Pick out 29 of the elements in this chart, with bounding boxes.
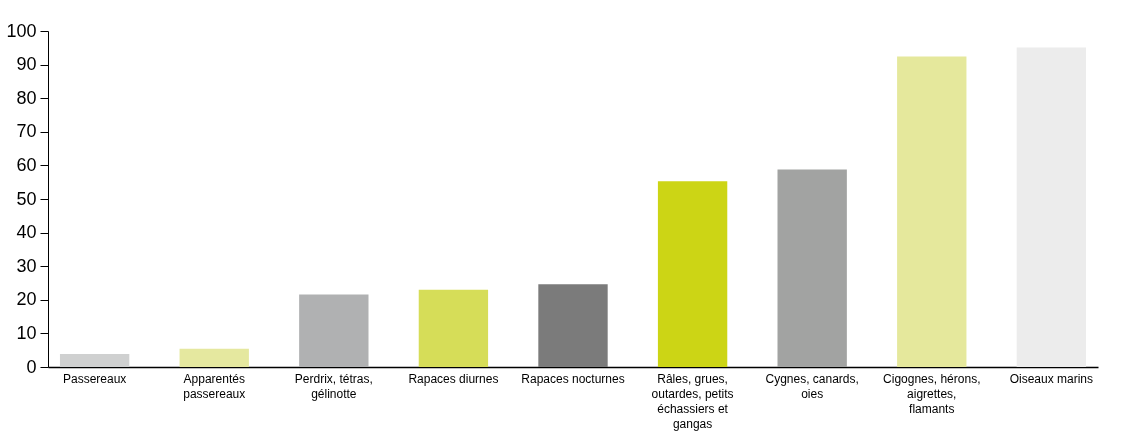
y-tick-label: 100	[6, 20, 37, 41]
x-tick-label: Rapaces diurnes	[408, 371, 499, 386]
bar	[1016, 47, 1087, 367]
y-tick-label: 60	[16, 154, 37, 175]
bar	[179, 348, 249, 367]
bar	[777, 169, 847, 367]
y-tick-label: 0	[26, 356, 37, 377]
x-tick-label: Râles, grues, outardes, petits échassiers et gangas	[651, 371, 734, 431]
y-tick-label: 30	[16, 255, 37, 276]
bar	[418, 289, 489, 367]
y-tick-label: 10	[16, 322, 37, 343]
x-tick-label: Apparentés passereaux	[183, 371, 246, 401]
x-tick-label: Cigognes, hérons, aigrettes, flamants	[883, 371, 981, 416]
x-tick-label: Rapaces nocturnes	[521, 371, 625, 386]
y-tick-label: 70	[16, 121, 37, 142]
x-tick-label: Perdrix, tétras, gélinotte	[294, 371, 373, 401]
bar	[897, 56, 967, 367]
y-tick-label: 80	[16, 87, 37, 108]
x-tick-label: Oiseaux marins	[1009, 371, 1094, 386]
y-tick-label: 50	[16, 188, 37, 209]
y-tick-label: 90	[16, 54, 37, 75]
bar	[59, 353, 130, 367]
y-tick-label: 40	[16, 222, 37, 243]
x-tick-label: Passereaux	[62, 371, 127, 386]
x-tick-label: Cygnes, canards, oies	[765, 371, 859, 401]
y-tick-label: 20	[16, 289, 37, 310]
bar	[657, 181, 728, 367]
bar	[299, 294, 369, 367]
bar	[538, 284, 608, 367]
